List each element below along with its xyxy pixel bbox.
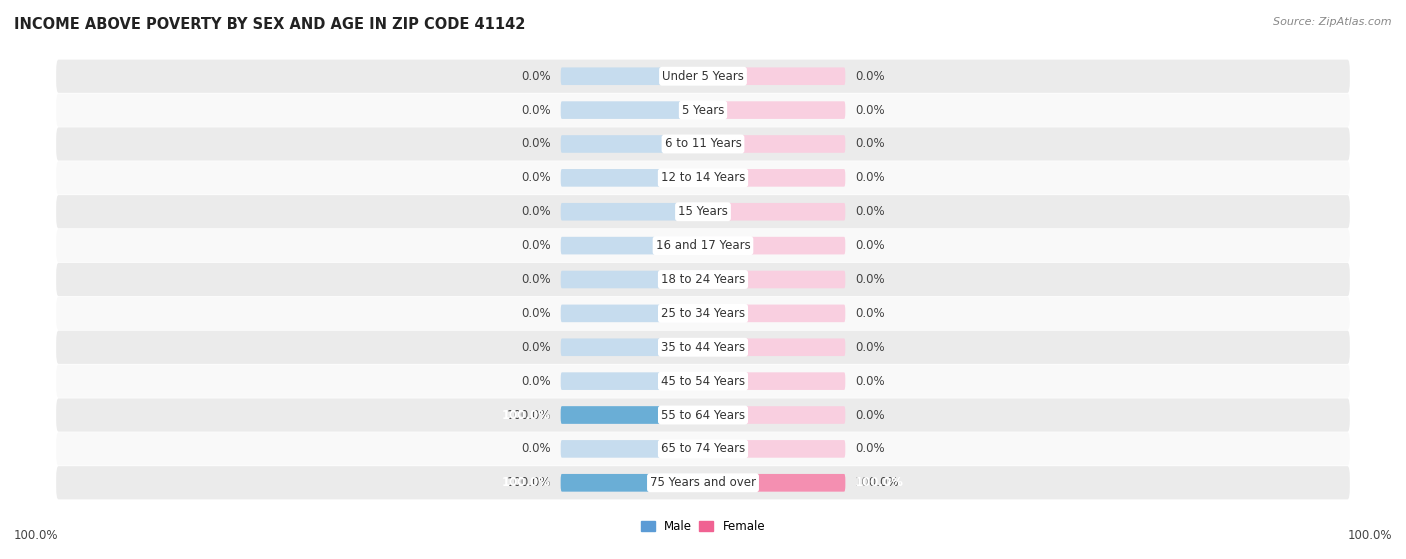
Text: 65 to 74 Years: 65 to 74 Years <box>661 442 745 456</box>
FancyBboxPatch shape <box>703 68 845 85</box>
FancyBboxPatch shape <box>561 474 703 491</box>
Text: Under 5 Years: Under 5 Years <box>662 70 744 83</box>
Text: 15 Years: 15 Years <box>678 205 728 218</box>
FancyBboxPatch shape <box>561 237 703 254</box>
Text: 18 to 24 Years: 18 to 24 Years <box>661 273 745 286</box>
Text: 0.0%: 0.0% <box>855 409 884 421</box>
FancyBboxPatch shape <box>703 474 845 491</box>
Text: 0.0%: 0.0% <box>522 103 551 117</box>
FancyBboxPatch shape <box>56 195 1350 228</box>
FancyBboxPatch shape <box>703 440 845 458</box>
Text: 100.0%: 100.0% <box>502 409 551 421</box>
FancyBboxPatch shape <box>703 237 845 254</box>
Text: 100.0%: 100.0% <box>502 476 551 489</box>
FancyBboxPatch shape <box>561 68 703 85</box>
Text: INCOME ABOVE POVERTY BY SEX AND AGE IN ZIP CODE 41142: INCOME ABOVE POVERTY BY SEX AND AGE IN Z… <box>14 17 526 32</box>
Text: 0.0%: 0.0% <box>522 138 551 150</box>
Text: 100.0%: 100.0% <box>855 476 900 489</box>
Text: 75 Years and over: 75 Years and over <box>650 476 756 489</box>
FancyBboxPatch shape <box>703 372 845 390</box>
FancyBboxPatch shape <box>703 406 845 424</box>
FancyBboxPatch shape <box>561 440 703 458</box>
Text: 0.0%: 0.0% <box>522 307 551 320</box>
FancyBboxPatch shape <box>703 203 845 221</box>
Text: 0.0%: 0.0% <box>855 341 884 354</box>
FancyBboxPatch shape <box>561 203 703 221</box>
FancyBboxPatch shape <box>561 406 703 424</box>
FancyBboxPatch shape <box>561 338 703 356</box>
FancyBboxPatch shape <box>56 466 1350 499</box>
FancyBboxPatch shape <box>56 60 1350 93</box>
Text: 0.0%: 0.0% <box>855 442 884 456</box>
Text: 12 to 14 Years: 12 to 14 Years <box>661 172 745 184</box>
FancyBboxPatch shape <box>561 474 703 491</box>
Text: 45 to 54 Years: 45 to 54 Years <box>661 375 745 387</box>
Text: 0.0%: 0.0% <box>522 239 551 252</box>
FancyBboxPatch shape <box>561 305 703 322</box>
Text: 0.0%: 0.0% <box>855 375 884 387</box>
Legend: Male, Female: Male, Female <box>636 515 770 537</box>
Text: 0.0%: 0.0% <box>522 341 551 354</box>
FancyBboxPatch shape <box>56 263 1350 296</box>
FancyBboxPatch shape <box>56 331 1350 364</box>
Text: 16 and 17 Years: 16 and 17 Years <box>655 239 751 252</box>
FancyBboxPatch shape <box>561 101 703 119</box>
FancyBboxPatch shape <box>703 271 845 288</box>
FancyBboxPatch shape <box>703 338 845 356</box>
Text: 100.0%: 100.0% <box>506 476 551 489</box>
Text: 0.0%: 0.0% <box>855 70 884 83</box>
FancyBboxPatch shape <box>703 135 845 153</box>
Text: Source: ZipAtlas.com: Source: ZipAtlas.com <box>1274 17 1392 27</box>
FancyBboxPatch shape <box>703 305 845 322</box>
FancyBboxPatch shape <box>703 101 845 119</box>
FancyBboxPatch shape <box>56 127 1350 160</box>
Text: 0.0%: 0.0% <box>522 442 551 456</box>
Text: 0.0%: 0.0% <box>855 103 884 117</box>
Text: 55 to 64 Years: 55 to 64 Years <box>661 409 745 421</box>
FancyBboxPatch shape <box>56 399 1350 432</box>
Text: 0.0%: 0.0% <box>522 70 551 83</box>
FancyBboxPatch shape <box>56 364 1350 398</box>
FancyBboxPatch shape <box>561 271 703 288</box>
FancyBboxPatch shape <box>56 229 1350 262</box>
FancyBboxPatch shape <box>561 372 703 390</box>
FancyBboxPatch shape <box>703 474 845 491</box>
Text: 6 to 11 Years: 6 to 11 Years <box>665 138 741 150</box>
FancyBboxPatch shape <box>56 297 1350 330</box>
FancyBboxPatch shape <box>56 93 1350 127</box>
Text: 0.0%: 0.0% <box>855 172 884 184</box>
Text: 100.0%: 100.0% <box>855 476 904 489</box>
Text: 35 to 44 Years: 35 to 44 Years <box>661 341 745 354</box>
Text: 100.0%: 100.0% <box>14 529 59 542</box>
FancyBboxPatch shape <box>703 169 845 187</box>
Text: 0.0%: 0.0% <box>855 205 884 218</box>
Text: 0.0%: 0.0% <box>855 273 884 286</box>
Text: 100.0%: 100.0% <box>506 409 551 421</box>
FancyBboxPatch shape <box>561 135 703 153</box>
Text: 0.0%: 0.0% <box>522 172 551 184</box>
FancyBboxPatch shape <box>561 406 703 424</box>
FancyBboxPatch shape <box>56 161 1350 195</box>
Text: 100.0%: 100.0% <box>1347 529 1392 542</box>
Text: 25 to 34 Years: 25 to 34 Years <box>661 307 745 320</box>
FancyBboxPatch shape <box>561 169 703 187</box>
Text: 5 Years: 5 Years <box>682 103 724 117</box>
Text: 0.0%: 0.0% <box>522 205 551 218</box>
Text: 0.0%: 0.0% <box>522 375 551 387</box>
Text: 0.0%: 0.0% <box>855 307 884 320</box>
Text: 0.0%: 0.0% <box>522 273 551 286</box>
Text: 0.0%: 0.0% <box>855 239 884 252</box>
FancyBboxPatch shape <box>56 432 1350 466</box>
Text: 0.0%: 0.0% <box>855 138 884 150</box>
